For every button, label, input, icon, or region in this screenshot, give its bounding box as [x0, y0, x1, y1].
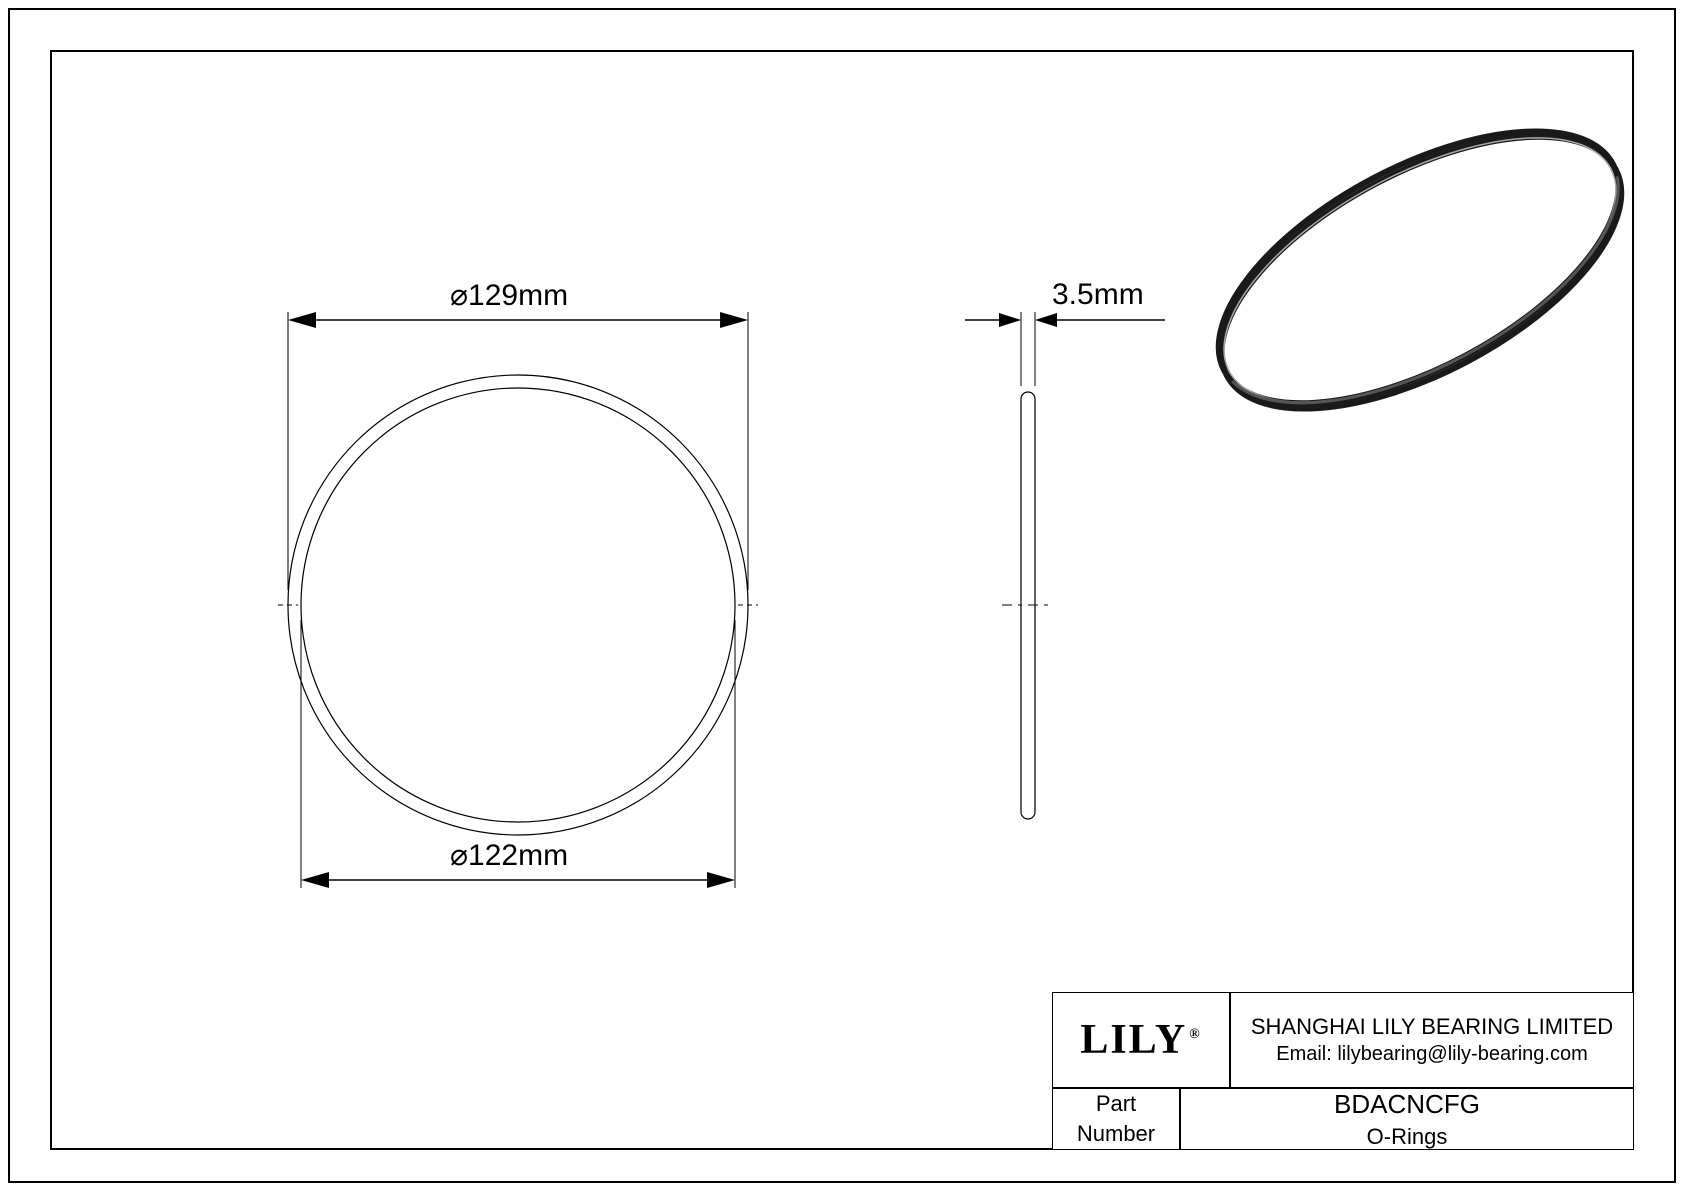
- company-email: Email: lilybearing@lily-bearing.com: [1276, 1041, 1588, 1068]
- logo-text: LILY®: [1080, 1012, 1201, 1069]
- company-cell: SHANGHAI LILY BEARING LIMITED Email: lil…: [1230, 992, 1634, 1088]
- part-number-value: BDACNCFG: [1334, 1087, 1480, 1122]
- title-block: LILY® SHANGHAI LILY BEARING LIMITED Emai…: [1052, 992, 1634, 1150]
- part-number-label-2: Number: [1077, 1119, 1155, 1149]
- part-number-value-cell: BDACNCFG O-Rings: [1180, 1088, 1634, 1150]
- logo-cell: LILY®: [1052, 992, 1230, 1088]
- part-number-label-cell: Part Number: [1052, 1088, 1180, 1150]
- part-number-label-1: Part: [1096, 1089, 1136, 1119]
- company-name: SHANGHAI LILY BEARING LIMITED: [1251, 1012, 1613, 1042]
- registered-mark: ®: [1189, 1027, 1201, 1042]
- logo-letters: LILY: [1080, 1017, 1187, 1063]
- part-type: O-Rings: [1367, 1122, 1448, 1152]
- drawing-sheet: ⌀129mm ⌀122mm 3.5mm: [0, 0, 1684, 1191]
